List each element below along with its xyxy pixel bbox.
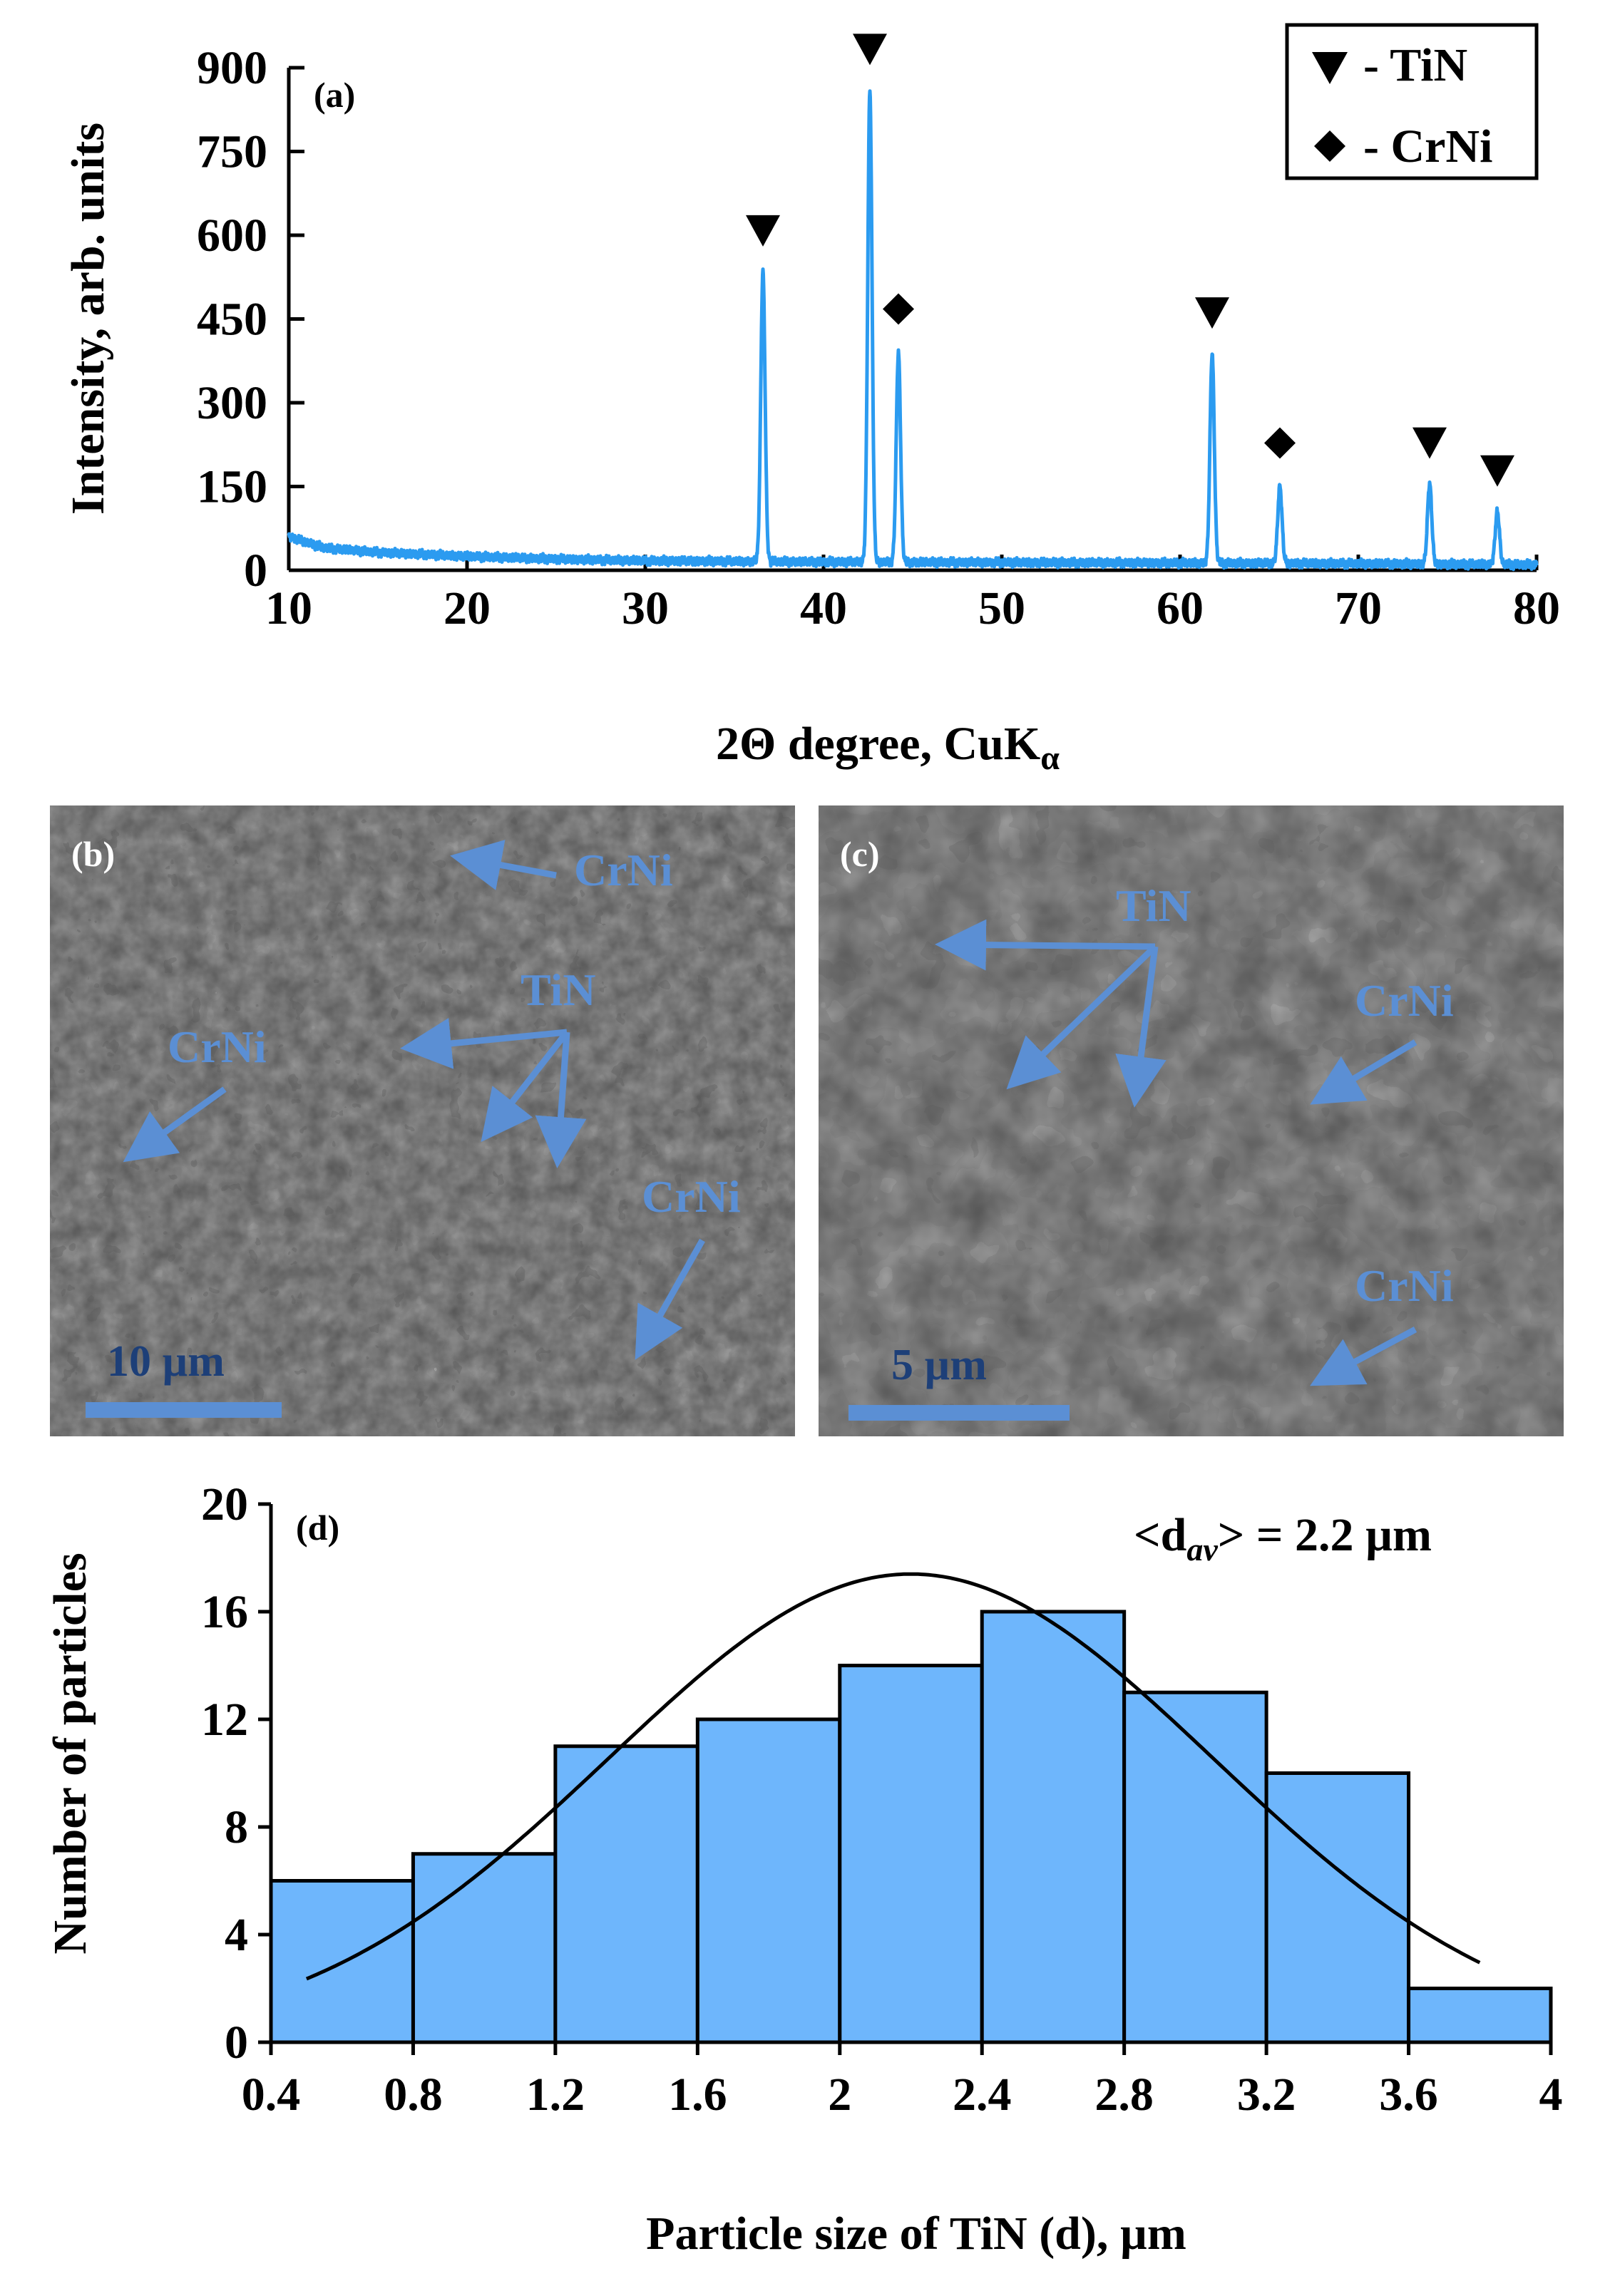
hist-x-tick-label: 3.2 [1237, 2069, 1296, 2121]
xrd-x-tick-label: 40 [800, 582, 847, 634]
sem-c-label-crni-bottom: CrNi [1355, 1260, 1454, 1311]
xrd-series-line [287, 89, 1539, 572]
hist-x-tick-label: 2.8 [1094, 2069, 1154, 2121]
sem-b-panel-label: (b) [71, 834, 115, 874]
hist-y-axis-title: Number of particles [44, 1553, 96, 1954]
xrd-y-axis-title: Intensity, arb. units [62, 123, 114, 515]
sem-b-label-tin: TiN [521, 964, 596, 1015]
hist-y-tick-label: 20 [201, 1478, 248, 1530]
sem-b-scale-label: 10 µm [107, 1337, 225, 1386]
hist-average-annotation-rest: > = 2.2 µm [1218, 1509, 1432, 1561]
histogram-bar [411, 1852, 558, 2044]
hist-y-tick-label: 8 [225, 1801, 248, 1853]
sem-b-label-crni-left: CrNi [168, 1021, 267, 1072]
histogram-bar [1122, 1690, 1268, 2044]
hist-y-tick-label: 12 [201, 1694, 248, 1746]
hist-x-axis-title: Particle size of TiN (d), µm [646, 2208, 1186, 2260]
sem-image-b: (b) CrNi TiN CrNi CrNi 10 µm [50, 805, 795, 1436]
hist-x-tick-label: 1.2 [526, 2069, 585, 2121]
tin-peak-marker [1413, 427, 1447, 459]
crni-peak-marker [883, 293, 914, 325]
sem-c-label-crni-top: CrNi [1355, 975, 1454, 1026]
xrd-y-tick-label: 450 [197, 294, 267, 346]
histogram-bar [1264, 1771, 1411, 2044]
legend-tin-marker [1312, 52, 1348, 84]
histogram-bar [838, 1664, 984, 2044]
hist-x-tick-label: 4 [1539, 2069, 1563, 2121]
xrd-x-tick-label: 10 [265, 582, 312, 634]
hist-panel-label: (d) [296, 1508, 339, 1548]
xrd-x-tick-label: 30 [622, 582, 669, 634]
sem-c-label-tin: TiN [1116, 880, 1191, 931]
hist-x-tick-label: 3.6 [1379, 2069, 1438, 2121]
hist-x-tick-label: 0.4 [242, 2069, 301, 2121]
sem-b-arrow-tin-3 [535, 1031, 587, 1168]
legend-tin-label: - TiN [1363, 39, 1467, 91]
tin-peak-marker [1480, 455, 1514, 487]
histogram-bar [1407, 1987, 1553, 2044]
sem-c-arrows [935, 919, 1417, 1386]
sem-b-arrow-crni-top [450, 840, 557, 890]
sem-c-panel-label: (c) [840, 834, 880, 874]
crni-peak-marker [1264, 427, 1296, 459]
sem-c-arrow-tin-1 [935, 919, 1156, 971]
hist-x-tick-label: 0.8 [384, 2069, 443, 2121]
xrd-x-tick-label: 60 [1157, 582, 1204, 634]
gaussian-fit-curve [305, 1572, 1481, 1981]
xrd-y-tick-label: 600 [197, 210, 267, 262]
xrd-y-tick-label: 300 [197, 377, 267, 429]
histogram-bar [695, 1717, 842, 2044]
xrd-x-tick-label: 80 [1513, 582, 1560, 634]
xrd-x-tick-label: 70 [1335, 582, 1382, 634]
tin-peak-marker [746, 215, 780, 247]
sem-b-label-crni-top: CrNi [574, 845, 673, 895]
xrd-y-tick-label: 0 [244, 545, 267, 597]
xrd-y-tick-label: 900 [197, 42, 267, 94]
hist-y-tick-label: 4 [225, 1909, 248, 1961]
histogram-bar [553, 1744, 699, 2044]
sem-c-arrow-tin-2 [1006, 944, 1158, 1090]
sem-b-arrow-tin-1 [400, 1018, 568, 1069]
tin-peak-marker [853, 34, 887, 66]
xrd-x-tick-label: 20 [444, 582, 491, 634]
sem-b-arrow-crni-right [635, 1238, 705, 1360]
histogram-bar [980, 1610, 1127, 2044]
hist-y-tick-label: 16 [201, 1586, 248, 1638]
xrd-x-axis-title-sub: α [1040, 739, 1060, 777]
legend-crni-label: - CrNi [1363, 120, 1492, 173]
sem-b-arrow-tin-2 [481, 1030, 570, 1143]
xrd-panel-label: (a) [314, 75, 355, 115]
sem-c-arrow-tin-3 [1115, 946, 1167, 1108]
histogram-chart: 0.4 0.8 1.2 1.6 2 2.4 2.8 3.2 3.6 4 0 4 8 12 16 20 (d)… [44, 1478, 1563, 2260]
sem-b-label-crni-right: CrNi [642, 1171, 741, 1222]
hist-average-annotation: <dav> = 2.2 µm [1134, 1509, 1432, 1567]
xrd-chart: 10 20 30 40 50 60 70 80 0 150 300 450 600 750 900 (a)… [62, 23, 1560, 777]
hist-x-tick-label: 1.6 [668, 2069, 727, 2121]
xrd-x-axis-title: 2Θ degree, CuKα [716, 718, 1060, 777]
sem-c-texture [819, 805, 1564, 1436]
xrd-x-tick-label: 50 [978, 582, 1025, 634]
xrd-y-tick-label: 150 [197, 461, 267, 513]
sem-image-c: (c) TiN CrNi CrNi 5 µm [819, 805, 1564, 1436]
hist-x-tick-label: 2.4 [953, 2069, 1012, 2121]
xrd-y-tick-label: 750 [197, 126, 267, 178]
sem-b-arrows [123, 840, 705, 1360]
legend-crni-marker [1314, 130, 1345, 162]
hist-average-annotation-sub: av [1186, 1531, 1218, 1567]
sem-c-arrow-crni-bottom [1310, 1327, 1417, 1386]
xrd-legend: - TiN - CrNi [1285, 23, 1539, 180]
sem-b-arrow-crni-left [123, 1086, 227, 1163]
hist-y-tick-label: 0 [225, 2017, 248, 2069]
sem-c-scale-label: 5 µm [891, 1341, 987, 1389]
sem-c-arrow-crni-top [1310, 1039, 1417, 1105]
hist-x-tick-label: 2 [828, 2069, 851, 2121]
tin-peak-marker [1195, 297, 1229, 329]
